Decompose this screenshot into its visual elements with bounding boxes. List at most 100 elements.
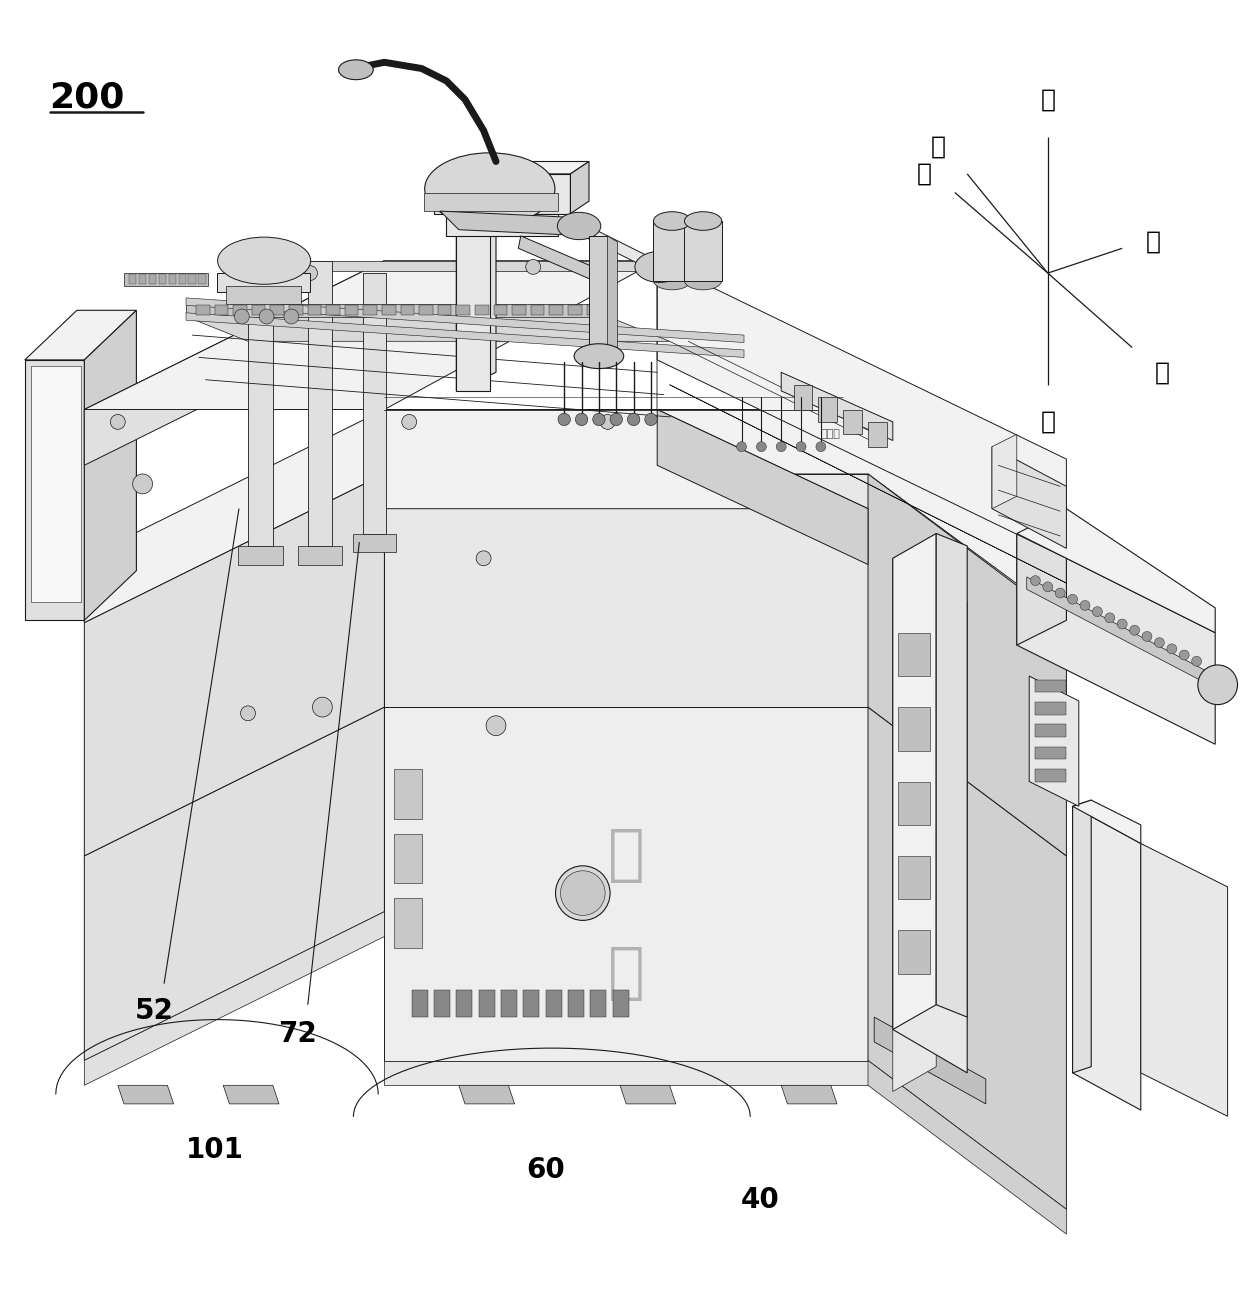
Bar — [613, 990, 629, 1016]
Polygon shape — [936, 534, 967, 1016]
Polygon shape — [868, 1060, 1066, 1233]
Polygon shape — [217, 274, 310, 292]
Circle shape — [560, 871, 605, 915]
Circle shape — [776, 442, 786, 451]
Text: 上: 上 — [1040, 88, 1055, 112]
Polygon shape — [657, 409, 868, 564]
Text: 101: 101 — [186, 1136, 243, 1164]
Bar — [289, 305, 303, 316]
Circle shape — [1117, 619, 1127, 629]
Polygon shape — [868, 473, 1066, 856]
Polygon shape — [434, 174, 570, 213]
Text: 后: 后 — [931, 134, 946, 159]
Circle shape — [1105, 613, 1115, 623]
Circle shape — [133, 473, 153, 494]
Text: 箱: 箱 — [608, 944, 645, 1003]
Ellipse shape — [653, 271, 691, 289]
Polygon shape — [25, 360, 84, 621]
Polygon shape — [31, 366, 81, 602]
Ellipse shape — [574, 343, 624, 368]
Polygon shape — [363, 274, 386, 534]
Polygon shape — [186, 304, 608, 317]
Polygon shape — [518, 235, 608, 285]
Bar — [326, 305, 340, 316]
Bar — [475, 305, 489, 316]
Text: 前: 前 — [1154, 360, 1169, 384]
Circle shape — [1192, 656, 1202, 667]
Circle shape — [575, 413, 588, 426]
Bar — [1035, 725, 1066, 736]
Bar — [139, 275, 146, 284]
Bar — [198, 275, 206, 284]
Bar — [363, 305, 377, 316]
Circle shape — [1130, 625, 1140, 635]
Bar — [456, 305, 470, 316]
Bar — [149, 275, 156, 284]
Bar — [531, 305, 544, 316]
Bar — [549, 305, 563, 316]
Polygon shape — [446, 213, 558, 235]
Bar — [1035, 747, 1066, 759]
Ellipse shape — [684, 271, 722, 289]
Bar — [434, 990, 450, 1016]
Circle shape — [402, 414, 417, 429]
Circle shape — [110, 414, 125, 429]
Polygon shape — [456, 205, 496, 224]
Bar — [438, 305, 451, 316]
Circle shape — [796, 442, 806, 451]
Polygon shape — [898, 930, 930, 973]
Circle shape — [241, 706, 255, 721]
Polygon shape — [843, 409, 862, 434]
Polygon shape — [570, 217, 657, 274]
Polygon shape — [384, 409, 868, 509]
Bar — [345, 305, 358, 316]
Polygon shape — [1017, 509, 1066, 646]
Circle shape — [593, 413, 605, 426]
Circle shape — [610, 413, 622, 426]
Text: 200: 200 — [50, 80, 125, 114]
Ellipse shape — [558, 212, 601, 239]
Polygon shape — [1017, 534, 1215, 744]
Circle shape — [1030, 576, 1040, 585]
Text: 60: 60 — [526, 1156, 565, 1184]
Polygon shape — [992, 447, 1066, 548]
Bar — [179, 275, 186, 284]
Polygon shape — [353, 534, 396, 552]
Polygon shape — [84, 310, 136, 621]
Bar — [546, 990, 562, 1016]
Polygon shape — [124, 274, 208, 285]
Polygon shape — [84, 911, 384, 1085]
Polygon shape — [589, 235, 608, 354]
Bar — [159, 275, 166, 284]
Polygon shape — [898, 856, 930, 899]
Polygon shape — [84, 409, 1066, 623]
Bar — [394, 898, 422, 948]
Polygon shape — [1141, 843, 1228, 1116]
Polygon shape — [84, 260, 657, 409]
Circle shape — [1092, 606, 1102, 617]
Circle shape — [1154, 638, 1164, 647]
Circle shape — [526, 259, 541, 275]
Polygon shape — [898, 707, 930, 751]
Polygon shape — [298, 546, 342, 564]
Polygon shape — [653, 221, 691, 280]
Polygon shape — [1029, 676, 1079, 806]
Bar — [501, 990, 517, 1016]
Polygon shape — [670, 385, 1066, 583]
Polygon shape — [384, 1060, 868, 1085]
Polygon shape — [818, 397, 837, 422]
Bar — [401, 305, 414, 316]
Circle shape — [1198, 665, 1238, 705]
Polygon shape — [384, 707, 868, 1060]
Ellipse shape — [653, 212, 691, 230]
Text: 左: 左 — [916, 162, 931, 185]
Circle shape — [816, 442, 826, 451]
Bar — [523, 990, 539, 1016]
Polygon shape — [248, 260, 657, 271]
Bar — [590, 990, 606, 1016]
Ellipse shape — [339, 59, 373, 80]
Ellipse shape — [635, 251, 684, 283]
Circle shape — [556, 865, 610, 920]
Polygon shape — [25, 310, 136, 360]
Bar — [494, 305, 507, 316]
